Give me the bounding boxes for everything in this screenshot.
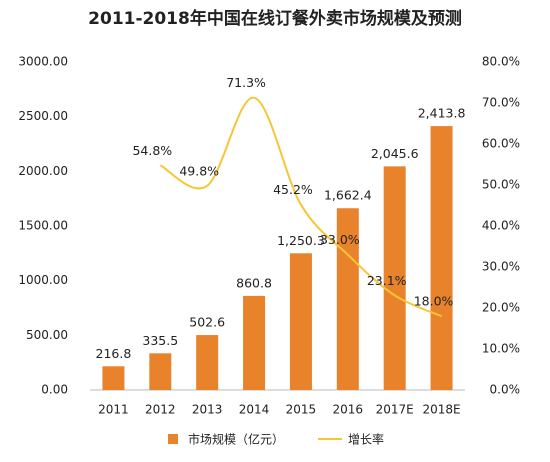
bar bbox=[383, 166, 406, 390]
bar-value-label: 860.8 bbox=[236, 275, 272, 290]
bar-value-label: 502.6 bbox=[189, 315, 225, 330]
x-tick-label: 2017E bbox=[376, 403, 414, 417]
bar-value-label: 1,250.3 bbox=[277, 233, 325, 248]
x-tick-label: 2014 bbox=[239, 403, 270, 417]
bar-value-label: 335.5 bbox=[142, 333, 178, 348]
legend-label: 增长率 bbox=[348, 432, 384, 447]
legend-swatch bbox=[168, 434, 178, 444]
y2-tick-label: 10.0% bbox=[482, 342, 520, 356]
y-tick-label: 2000.00 bbox=[18, 164, 68, 178]
bar bbox=[243, 295, 266, 390]
y2-tick-label: 80.0% bbox=[482, 55, 520, 69]
y-tick-label: 2500.00 bbox=[18, 109, 68, 123]
line-value-label: 23.1% bbox=[367, 273, 407, 288]
x-tick-label: 2012 bbox=[145, 403, 176, 417]
bar-value-label: 216.8 bbox=[96, 346, 132, 361]
bar bbox=[102, 366, 125, 390]
line-value-label: 18.0% bbox=[414, 294, 454, 309]
bar bbox=[149, 353, 172, 390]
bar-value-label: 1,662.4 bbox=[324, 188, 372, 203]
y2-tick-label: 30.0% bbox=[482, 260, 520, 274]
y-tick-label: 500.00 bbox=[26, 328, 68, 342]
line-value-label: 45.2% bbox=[273, 182, 313, 197]
x-tick-label: 2018E bbox=[423, 403, 461, 417]
y2-tick-label: 20.0% bbox=[482, 301, 520, 315]
x-tick-label: 2016 bbox=[333, 403, 364, 417]
x-tick-label: 2013 bbox=[192, 403, 223, 417]
x-tick-label: 2015 bbox=[286, 403, 317, 417]
line-value-label: 71.3% bbox=[226, 75, 266, 90]
y2-tick-label: 60.0% bbox=[482, 137, 520, 151]
y2-tick-label: 0.0% bbox=[490, 383, 521, 397]
y2-tick-label: 50.0% bbox=[482, 178, 520, 192]
chart-title: 2011-2018年中国在线订餐外卖市场规模及预测 bbox=[88, 8, 462, 29]
y2-tick-label: 70.0% bbox=[482, 96, 520, 110]
bar bbox=[289, 253, 312, 390]
bar-value-label: 2,413.8 bbox=[418, 106, 466, 121]
bar bbox=[430, 126, 453, 391]
legend-label: 市场规模（亿元） bbox=[188, 432, 284, 447]
bar-value-label: 2,045.6 bbox=[371, 146, 419, 161]
bar bbox=[196, 335, 219, 390]
y-tick-label: 1000.00 bbox=[18, 273, 68, 287]
line-value-label: 33.0% bbox=[320, 232, 360, 247]
y-tick-label: 1500.00 bbox=[18, 219, 68, 233]
y2-tick-label: 40.0% bbox=[482, 219, 520, 233]
line-value-label: 54.8% bbox=[132, 143, 172, 158]
y-tick-label: 3000.00 bbox=[18, 55, 68, 69]
x-tick-label: 2011 bbox=[98, 403, 129, 417]
line bbox=[159, 96, 442, 318]
bar bbox=[336, 208, 359, 390]
y-tick-label: 0.00 bbox=[41, 383, 68, 397]
line-value-label: 49.8% bbox=[179, 163, 219, 178]
